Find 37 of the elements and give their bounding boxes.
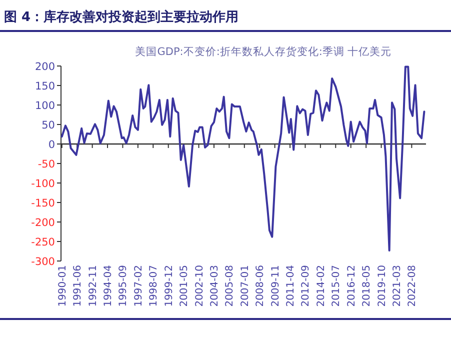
chart-title: 图 4：库存改善对投资起到主要拉动作用	[4, 9, 239, 25]
x-tick-label: 1998-07	[148, 265, 160, 307]
y-tick-label: 200	[34, 61, 55, 73]
x-tick-label: 2008-06	[255, 265, 266, 307]
x-tick-label: 1997-02	[133, 265, 144, 307]
y-tick-label: 0	[48, 139, 55, 151]
x-tick-label: 2014-02	[316, 265, 327, 307]
x-tick-label: 1999-12	[164, 265, 175, 307]
x-tick-label: 1994-04	[103, 265, 114, 307]
y-tick-label: -200	[31, 217, 55, 229]
x-tick-label: 2015-07	[331, 265, 342, 307]
x-tick-label: 2002-10	[194, 265, 206, 307]
x-tick-label: 2012-09	[300, 265, 312, 307]
x-tick-label: 2001-05	[179, 265, 190, 307]
x-tick-label: 2019-10	[376, 265, 388, 307]
x-tick-label: 1992-11	[88, 265, 99, 307]
y-tick-label: -300	[31, 256, 55, 268]
y-tick-label: 150	[34, 80, 55, 92]
x-tick-label: 2016-12	[346, 265, 358, 307]
x-tick-label: 2011-04	[286, 265, 297, 307]
x-tick-label: 1991-06	[72, 265, 84, 307]
x-tick-label: 2018-05	[362, 265, 373, 307]
x-tick-label: 2021-03	[392, 265, 403, 307]
y-tick-label: 50	[42, 120, 55, 132]
y-tick-label: 100	[34, 100, 55, 112]
x-tick-label: 2004-03	[209, 265, 220, 307]
y-tick-label: -100	[31, 178, 55, 190]
chart-subtitle: 美国GDP:不变价:折年数私人存货变化:季调 十亿美元	[135, 45, 392, 58]
x-tick-label: 2007-01	[240, 265, 251, 307]
y-tick-label: -150	[31, 198, 55, 210]
x-tick-label: 2009-11	[270, 265, 282, 307]
x-tick-label: 1990-01	[57, 265, 68, 307]
x-tick-label: 1995-09	[118, 265, 130, 307]
x-tick-label: 2022-08	[407, 265, 418, 307]
y-tick-label: -250	[31, 236, 55, 248]
y-tick-label: -50	[38, 158, 55, 170]
x-tick-label: 2005-08	[224, 265, 236, 307]
